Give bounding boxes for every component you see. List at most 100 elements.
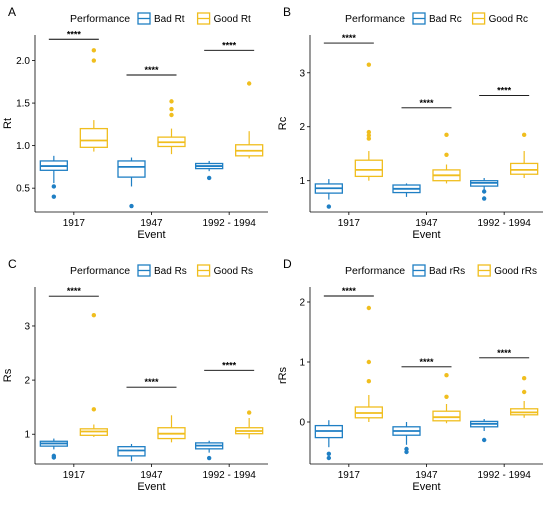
panel-a: A Performance Bad Rt Good Rt 0.5 1.0 1.5 2.0 Rt 1… [2, 5, 268, 241]
y-tick-label: 0 [299, 418, 305, 429]
legend-entry-1: Good Rc [489, 14, 528, 25]
panel-d: D Performance Bad rRs Good rRs 0 1 2 rRs 1917 194… [277, 257, 543, 493]
significance-label: **** [419, 98, 434, 108]
y-tick-label: 2.0 [16, 56, 30, 67]
x-tick-label: 1992 - 1994 [477, 470, 531, 481]
panel-c: C Performance Bad Rs Good Rs 1 2 3 Rs 1917 1947 19… [2, 257, 268, 493]
box-iqr [432, 410, 461, 422]
box-bad-rc-2 [470, 178, 499, 201]
box-bad-rs-1 [117, 443, 146, 462]
box-iqr [79, 127, 108, 148]
box-bad-rc-0 [314, 179, 343, 209]
y-tick-label: 1 [299, 176, 305, 187]
y-axis-title: Rc [277, 116, 289, 130]
outlier-point [326, 204, 332, 209]
significance-label: **** [67, 286, 82, 296]
box-bad-rrs-1 [392, 422, 421, 455]
x-tick-label: 1947 [140, 470, 163, 481]
outlier-point [169, 99, 174, 104]
box-good-rt-0 [79, 48, 108, 152]
box-good-rc-1 [432, 132, 461, 184]
significance-label: **** [342, 286, 357, 296]
x-tick-label: 1917 [63, 470, 86, 481]
outlier-point [366, 62, 372, 67]
legend-entry-1: Good rRs [494, 266, 537, 277]
significance-label: **** [342, 33, 357, 43]
outlier-point [366, 359, 372, 365]
y-tick-label: 1 [299, 358, 305, 369]
x-tick-label: 1947 [140, 218, 163, 229]
outlier-point [91, 407, 97, 412]
significance-label: **** [222, 40, 237, 50]
box-good-rs-2 [235, 410, 264, 439]
y-tick-label: 0.5 [16, 184, 30, 195]
legend-entry-1: Good Rt [214, 14, 251, 25]
outlier-point [404, 449, 409, 455]
box-good-rrs-0 [354, 305, 383, 422]
y-tick-label: 2 [299, 122, 305, 133]
legend-entry-0: Bad Rt [154, 14, 185, 25]
x-tick-label: 1992 - 1994 [477, 218, 531, 229]
legend: Performance Bad Rc Good Rc [345, 12, 528, 25]
significance-label: **** [497, 348, 512, 358]
outlier-point [521, 389, 527, 395]
outlier-point [169, 106, 174, 112]
outlier-point [91, 58, 97, 63]
outlier-point [366, 305, 372, 311]
panel-label: D [283, 257, 292, 271]
y-tick-label: 1 [24, 430, 30, 441]
outlier-point [51, 184, 57, 189]
y-axis-title: rRs [277, 366, 289, 384]
outlier-point [366, 136, 372, 141]
outlier-point [206, 175, 212, 181]
outlier-point [444, 373, 449, 378]
outlier-point [444, 132, 449, 138]
box-good-rt-1 [157, 99, 186, 155]
legend: Performance Bad Rt Good Rt [70, 12, 251, 25]
outlier-point [169, 112, 174, 118]
legend: Performance Bad Rs Good Rs [70, 264, 253, 277]
x-tick-label: 1947 [415, 218, 438, 229]
outlier-point [521, 132, 527, 138]
y-tick-label: 3 [24, 321, 30, 332]
significance-label: **** [67, 29, 82, 39]
outlier-point [521, 376, 527, 381]
outlier-point [326, 455, 332, 461]
box-good-rs-1 [157, 415, 186, 443]
box-bad-rt-0 [39, 155, 68, 199]
box-bad-rc-1 [392, 183, 421, 197]
legend-entry-1: Good Rs [214, 266, 253, 277]
x-tick-label: 1917 [338, 470, 361, 481]
x-axis-title: Event [412, 481, 440, 493]
box-good-rc-0 [354, 62, 383, 181]
box-good-rc-2 [510, 132, 539, 179]
box-bad-rrs-0 [314, 420, 343, 461]
significance-label: **** [144, 377, 159, 387]
legend-title: Performance [345, 13, 405, 25]
box-bad-rt-2 [195, 160, 224, 181]
panel-b: B Performance Bad Rc Good Rc 1 2 3 Rc 1917 1947 19… [277, 5, 543, 241]
outlier-point [246, 410, 252, 415]
outlier-point [366, 379, 372, 384]
y-axis-title: Rt [2, 118, 14, 129]
box-bad-rt-1 [117, 157, 146, 209]
outlier-point [481, 189, 487, 194]
x-tick-label: 1992 - 1994 [202, 470, 256, 481]
panel-label: B [283, 5, 291, 19]
significance-label: **** [497, 85, 512, 95]
box-good-rs-0 [79, 312, 108, 437]
x-tick-label: 1992 - 1994 [202, 218, 256, 229]
legend-title: Performance [345, 265, 405, 277]
outlier-point [129, 203, 134, 209]
y-tick-label: 1.5 [16, 99, 30, 110]
x-tick-label: 1917 [63, 218, 86, 229]
legend-entry-0: Bad Rc [429, 14, 462, 25]
outlier-point [206, 455, 212, 461]
y-axis-title: Rs [2, 368, 14, 382]
box-bad-rs-2 [195, 440, 224, 461]
legend: Performance Bad rRs Good rRs [345, 264, 537, 277]
x-tick-label: 1947 [415, 470, 438, 481]
significance-label: **** [419, 357, 434, 367]
outlier-point [444, 394, 449, 399]
